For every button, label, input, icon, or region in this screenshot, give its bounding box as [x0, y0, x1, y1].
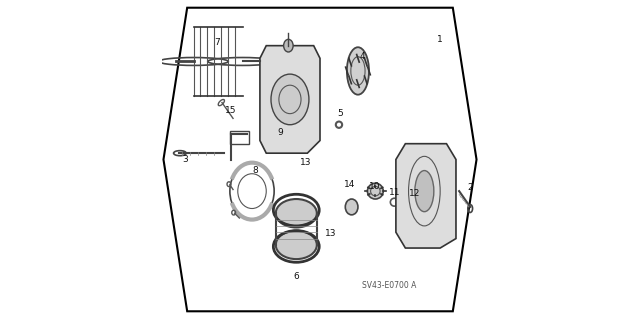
Text: 2: 2 [467, 183, 473, 192]
Text: 5: 5 [338, 109, 344, 118]
Polygon shape [396, 144, 456, 248]
Text: 13: 13 [300, 158, 312, 167]
Text: 8: 8 [252, 166, 258, 175]
Text: 4: 4 [360, 52, 365, 61]
Text: SV43-E0700 A: SV43-E0700 A [362, 281, 417, 291]
Text: 7: 7 [214, 38, 220, 47]
Bar [230, 131, 249, 144]
Ellipse shape [284, 39, 293, 52]
Ellipse shape [276, 199, 317, 227]
Text: 12: 12 [408, 189, 420, 198]
Ellipse shape [346, 199, 358, 215]
Polygon shape [260, 46, 320, 153]
Text: 1: 1 [437, 35, 443, 44]
Ellipse shape [271, 74, 309, 125]
Text: 3: 3 [183, 155, 189, 164]
Ellipse shape [347, 47, 369, 95]
Ellipse shape [415, 171, 434, 212]
Text: 10: 10 [369, 182, 380, 191]
Text: 11: 11 [388, 188, 400, 197]
Ellipse shape [367, 183, 383, 199]
Text: 15: 15 [225, 106, 237, 115]
Text: 14: 14 [344, 180, 356, 189]
Text: 13: 13 [325, 229, 337, 238]
Ellipse shape [276, 231, 317, 259]
Text: 6: 6 [293, 272, 299, 281]
Text: 9: 9 [278, 128, 284, 137]
